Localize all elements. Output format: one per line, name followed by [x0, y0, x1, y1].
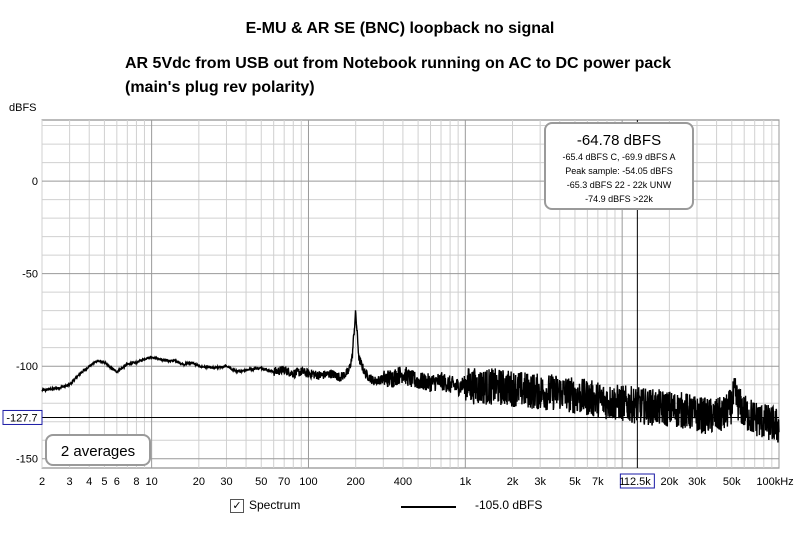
chart-subtitle: AR 5Vdc from USB out from Notebook runni… [125, 52, 671, 100]
chart-title: E-MU & AR SE (BNC) loopback no signal [245, 20, 555, 37]
spectrum-trace [41, 310, 780, 443]
x-tick-label: 50 [255, 476, 267, 488]
y-tick-label: -100 [16, 361, 38, 373]
y-tick-label: 0 [32, 176, 38, 188]
check-icon: ✓ [232, 500, 242, 512]
stats-line: Peak sample: -54.05 dBFS [565, 166, 673, 176]
stats-line: -74.9 dBFS >22k [585, 194, 653, 204]
cursor-y-label: -127.7 [6, 412, 37, 424]
x-tick-label: 20 [193, 476, 205, 488]
x-tick-label: 3k [534, 476, 546, 488]
stats-line: -65.4 dBFS C, -69.9 dBFS A [562, 152, 675, 162]
cursor-y-label-box [2, 409, 43, 425]
x-tick-label: 4 [86, 476, 92, 488]
x-tick-label: 100 [299, 476, 317, 488]
x-tick-labels: 2 3 4 5 6 8 10 20 30 50 70 100 200 400 1k 2k 3k 5k 7k 1 20k 3… [39, 476, 794, 488]
y-tick-label: -50 [22, 269, 38, 281]
x-tick-label: 30 [220, 476, 232, 488]
x-tick-label: 400 [394, 476, 412, 488]
cursor-x-label-box [619, 473, 655, 489]
stats-line: -65.3 dBFS 22 - 22k UNW [567, 180, 672, 190]
legend-line-swatch [401, 506, 456, 508]
major-grid [42, 120, 780, 468]
x-tick-label: 6 [114, 476, 120, 488]
x-tick-label: 1k [460, 476, 472, 488]
cursor-x-label: 12.5k [624, 476, 651, 488]
x-tick-label: 7k [592, 476, 604, 488]
x-tick-label: 5 [101, 476, 107, 488]
x-tick-label: 70 [278, 476, 290, 488]
spectrum-checkbox[interactable]: ✓ [230, 499, 244, 513]
x-tick-label: 50k [723, 476, 741, 488]
averages-label: 2 averages [61, 443, 135, 460]
legend-value: -105.0 dBFS [475, 498, 543, 512]
x-tick-label: 30k [688, 476, 706, 488]
x-tick-label: 5k [569, 476, 581, 488]
x-tick-label: 2k [507, 476, 519, 488]
x-tick-label: 20k [660, 476, 678, 488]
stats-box: -64.78 dBFS -65.4 dBFS C, -69.9 dBFS A P… [544, 122, 694, 210]
y-axis-label: dBFS [9, 102, 37, 114]
spectrum-trace-group [41, 310, 780, 443]
x-tick-label: 100kHz [756, 476, 793, 488]
y-tick-label: -150 [16, 454, 38, 466]
x-tick-label: 10 [146, 476, 158, 488]
subtitle-line-1: AR 5Vdc from USB out from Notebook runni… [125, 55, 672, 72]
legend-series-label[interactable]: Spectrum [249, 498, 301, 512]
x-tick-label: 8 [133, 476, 139, 488]
x-tick-label: 2 [39, 476, 45, 488]
x-tick-label: 1 [619, 476, 625, 488]
legend: ✓ Spectrum -105.0 dBFS [0, 498, 800, 518]
x-tick-label: 200 [347, 476, 365, 488]
averages-badge: 2 averages [45, 434, 151, 466]
stats-main-value: -64.78 dBFS [577, 132, 661, 149]
subtitle-line-2: (main's plug rev polarity) [125, 79, 315, 96]
y-tick-labels: 0 -50 -100 -150 [16, 176, 38, 466]
x-tick-label: 3 [67, 476, 73, 488]
